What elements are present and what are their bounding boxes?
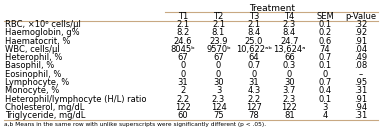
Text: .31: .31 xyxy=(354,86,367,95)
Text: Treatment: Treatment xyxy=(249,4,295,13)
Text: .94: .94 xyxy=(354,103,367,112)
Text: .31: .31 xyxy=(354,111,367,120)
Text: T2: T2 xyxy=(214,12,223,21)
Text: 0.2: 0.2 xyxy=(318,28,331,37)
Text: Cholesterol, mg/dL: Cholesterol, mg/dL xyxy=(5,103,84,112)
Text: 2.3: 2.3 xyxy=(283,95,296,103)
Text: 8.4: 8.4 xyxy=(283,28,296,37)
Text: 2.1: 2.1 xyxy=(212,20,225,29)
Text: .91: .91 xyxy=(354,95,367,103)
Text: Triglyceride, mg/dL: Triglyceride, mg/dL xyxy=(5,111,86,120)
Text: 4: 4 xyxy=(322,111,328,120)
Text: 0: 0 xyxy=(287,70,292,79)
Text: 8045ᵇ: 8045ᵇ xyxy=(171,45,195,54)
Text: 0.1: 0.1 xyxy=(318,20,331,29)
Text: 10,622ᵃᵇ: 10,622ᵃᵇ xyxy=(236,45,272,54)
Text: T3: T3 xyxy=(249,12,259,21)
Text: 0: 0 xyxy=(216,61,221,70)
Text: 0.4: 0.4 xyxy=(318,86,331,95)
Text: 3: 3 xyxy=(216,86,221,95)
Text: 0.7: 0.7 xyxy=(247,61,261,70)
Text: Heterophil/lymphocyte (H/L) ratio: Heterophil/lymphocyte (H/L) ratio xyxy=(5,95,146,103)
Text: 24.6: 24.6 xyxy=(174,37,192,46)
Text: 8.4: 8.4 xyxy=(247,28,261,37)
Text: 2: 2 xyxy=(180,86,186,95)
Text: p-Value: p-Value xyxy=(345,12,376,21)
Text: 0.1: 0.1 xyxy=(318,61,331,70)
Text: 13,624ᵃ: 13,624ᵃ xyxy=(273,45,306,54)
Text: 127: 127 xyxy=(246,103,262,112)
Text: 2.3: 2.3 xyxy=(212,95,225,103)
Text: 0: 0 xyxy=(180,70,186,79)
Text: 8.2: 8.2 xyxy=(176,28,190,37)
Text: 30: 30 xyxy=(213,78,224,87)
Text: 124: 124 xyxy=(211,103,226,112)
Text: 30: 30 xyxy=(284,78,295,87)
Text: Monocyte, %: Monocyte, % xyxy=(5,86,59,95)
Text: 2.1: 2.1 xyxy=(247,20,261,29)
Text: T4: T4 xyxy=(284,12,294,21)
Text: 8.1: 8.1 xyxy=(212,28,225,37)
Text: 66: 66 xyxy=(284,53,295,62)
Text: 0: 0 xyxy=(180,61,186,70)
Text: 64: 64 xyxy=(249,53,259,62)
Text: 75: 75 xyxy=(213,111,224,120)
Text: Haematocrit, %: Haematocrit, % xyxy=(5,37,70,46)
Text: 0.1: 0.1 xyxy=(318,95,331,103)
Text: 31: 31 xyxy=(178,78,188,87)
Text: 0.3: 0.3 xyxy=(283,61,296,70)
Text: 4.3: 4.3 xyxy=(247,86,261,95)
Text: Eosinophil, %: Eosinophil, % xyxy=(5,70,61,79)
Text: 78: 78 xyxy=(249,111,259,120)
Text: 9570ᵇ: 9570ᵇ xyxy=(206,45,231,54)
Text: 2.2: 2.2 xyxy=(176,95,190,103)
Text: 24.7: 24.7 xyxy=(280,37,299,46)
Text: –: – xyxy=(358,70,363,79)
Text: WBC, cells/µl: WBC, cells/µl xyxy=(5,45,60,54)
Text: SEM: SEM xyxy=(316,12,334,21)
Text: 67: 67 xyxy=(178,53,188,62)
Text: .95: .95 xyxy=(354,78,367,87)
Text: .32: .32 xyxy=(354,20,367,29)
Text: Haemoglobin, g%: Haemoglobin, g% xyxy=(5,28,79,37)
Text: 0.6: 0.6 xyxy=(318,37,331,46)
Text: T1: T1 xyxy=(178,12,188,21)
Text: Basophil, %: Basophil, % xyxy=(5,61,54,70)
Text: 2.1: 2.1 xyxy=(176,20,190,29)
Text: a,b Means in the same row with unlike superscripts were significantly different : a,b Means in the same row with unlike su… xyxy=(4,122,266,127)
Text: 67: 67 xyxy=(213,53,224,62)
Text: .49: .49 xyxy=(354,53,367,62)
Text: .08: .08 xyxy=(354,61,367,70)
Text: 60: 60 xyxy=(178,111,188,120)
Text: 3: 3 xyxy=(322,103,328,112)
Text: Heterophil, %: Heterophil, % xyxy=(5,53,62,62)
Text: 0.7: 0.7 xyxy=(318,78,331,87)
Text: 3.7: 3.7 xyxy=(283,86,296,95)
Text: .91: .91 xyxy=(354,37,367,46)
Text: Lymphocyte, %: Lymphocyte, % xyxy=(5,78,69,87)
Text: 0: 0 xyxy=(251,70,256,79)
Text: 0: 0 xyxy=(322,70,328,79)
Text: 74: 74 xyxy=(320,45,330,54)
Text: RBC, ×10⁶ cells/µl: RBC, ×10⁶ cells/µl xyxy=(5,20,81,29)
Text: 0.7: 0.7 xyxy=(318,53,331,62)
Text: 122: 122 xyxy=(175,103,191,112)
Text: 0: 0 xyxy=(216,70,221,79)
Text: 2.2: 2.2 xyxy=(247,95,261,103)
Text: .04: .04 xyxy=(354,45,367,54)
Text: 2.3: 2.3 xyxy=(283,20,296,29)
Text: 31: 31 xyxy=(249,78,259,87)
Text: 25.0: 25.0 xyxy=(245,37,263,46)
Text: .92: .92 xyxy=(354,28,367,37)
Text: 122: 122 xyxy=(282,103,297,112)
Text: 81: 81 xyxy=(284,111,295,120)
Text: 23.9: 23.9 xyxy=(209,37,228,46)
